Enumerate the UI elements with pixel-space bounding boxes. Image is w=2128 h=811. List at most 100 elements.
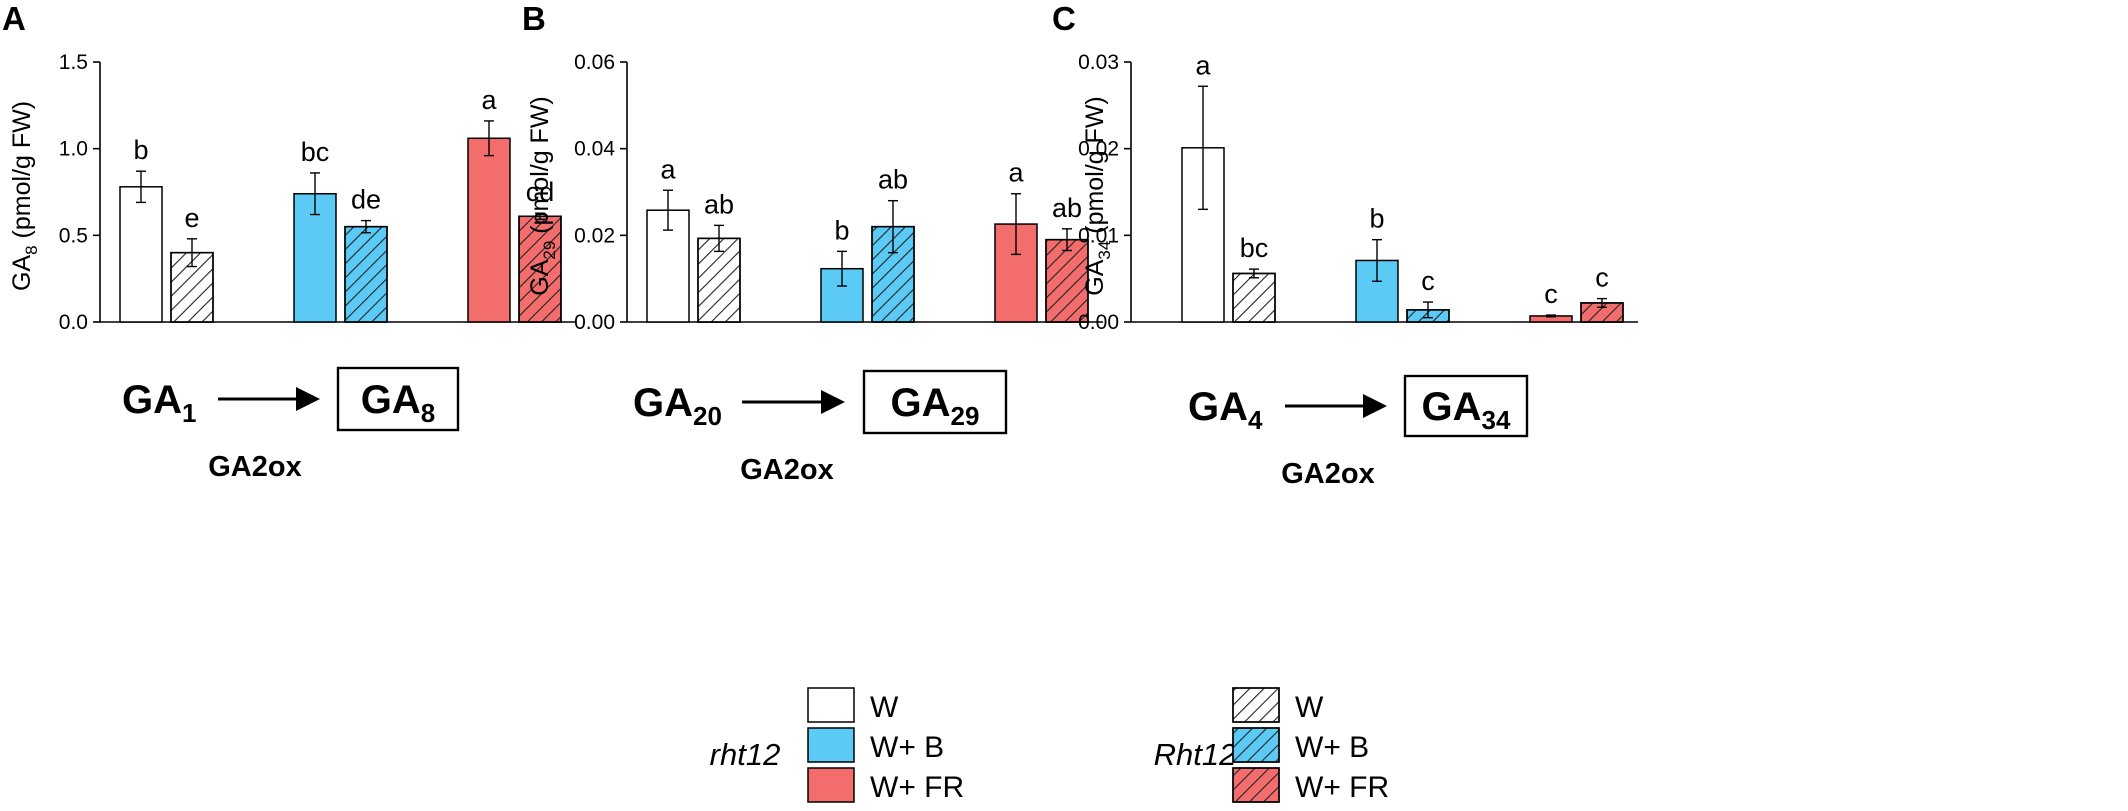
y-tick-label: 0.02: [1078, 138, 1119, 161]
pathway-substrate: GA1: [122, 378, 196, 428]
significance-letter: c: [1595, 263, 1609, 293]
significance-letter: a: [481, 85, 497, 115]
legend-swatch-hatch: [1232, 687, 1280, 723]
y-axis-label-unit: (pmol/g FW): [8, 101, 36, 245]
pathway-substrate-sub: 20: [693, 401, 722, 431]
bar-rht12-WFR: [467, 137, 511, 323]
panel-label: A: [2, 0, 26, 37]
y-axis-label-sub: 29: [540, 241, 559, 260]
pathway-product-box: [1403, 374, 1529, 438]
pathway-substrate-main: GA: [122, 378, 182, 422]
bar-hatch: [344, 225, 388, 323]
pathway-product-sub: 34: [1482, 405, 1511, 435]
significance-letter: de: [351, 185, 381, 215]
significance-letter: bc: [301, 137, 330, 167]
y-axis-label-sub: 8: [22, 245, 41, 254]
significance-letter: ab: [704, 189, 734, 219]
pathway-arrow-head: [821, 390, 845, 414]
significance-letter: c: [1421, 266, 1435, 296]
legend-swatch-hatch: [1232, 767, 1280, 803]
pathway-product-main: GA: [891, 381, 951, 425]
legend-group-Rht12: Rht12 W W+ B W+ FR: [1154, 687, 1389, 804]
y-tick-label: 0.0: [59, 311, 88, 334]
y-tick-label: 0.03: [1078, 51, 1119, 74]
panel-label: B: [522, 0, 546, 37]
y-tick-label: 0.5: [59, 224, 88, 247]
y-axis-label: GA34 (pmol/g FW): [1081, 96, 1114, 296]
bar-hatch: [518, 215, 562, 323]
y-axis-label-main: GA: [526, 259, 554, 295]
legend-genotype-label: Rht12: [1154, 737, 1237, 772]
legend-entry-label: W+ FR: [1295, 771, 1389, 804]
pathway-arrow-head: [1363, 394, 1387, 418]
y-axis-label-sub: 34: [1095, 241, 1114, 260]
pathway-product: GA34: [1422, 385, 1511, 435]
significance-letter: bc: [1240, 233, 1269, 263]
significance-letter: c: [1544, 279, 1558, 309]
legend-swatch-hatch: [1232, 727, 1280, 763]
significance-letter: cd: [526, 177, 555, 207]
bar-hatch: [1045, 238, 1089, 323]
significance-letter: ab: [878, 165, 908, 195]
pathway-substrate-main: GA: [633, 381, 693, 425]
legend-swatch: [807, 727, 855, 763]
legend-swatch: [807, 767, 855, 803]
y-axis-label: GA29 (pmol/g FW): [526, 96, 559, 296]
legend-entry-label: W: [870, 691, 899, 724]
significance-letter: b: [1369, 204, 1384, 234]
legend: rht12 W W+ B W+ FR Rht12 W W+ B W+ FR: [710, 687, 1389, 804]
legend-genotype-label: rht12: [710, 737, 781, 772]
significance-letter: e: [184, 203, 199, 233]
pathway-product-sub: 8: [421, 398, 435, 428]
y-tick-label: 0.01: [1078, 224, 1119, 247]
y-tick-label: 0.02: [574, 224, 615, 247]
y-axis-label-unit: (pmol/g FW): [1081, 96, 1109, 240]
significance-letter: b: [133, 135, 148, 165]
pathway-substrate-main: GA: [1188, 385, 1248, 429]
significance-letter: a: [660, 154, 676, 184]
legend-entry-label: W: [1295, 691, 1324, 724]
pathway-product: GA29: [891, 381, 980, 431]
pathway-enzyme: GA2ox: [1281, 458, 1374, 490]
pathway-product-main: GA: [361, 378, 421, 422]
legend-swatch: [807, 687, 855, 723]
pathway-substrate: GA4: [1188, 385, 1263, 435]
legend-entry-label: W+ FR: [870, 771, 964, 804]
panel-label: C: [1052, 0, 1076, 37]
pathway-product-sub: 29: [951, 401, 980, 431]
y-axis-label-main: GA: [8, 255, 36, 291]
y-tick-label: 0.06: [574, 51, 615, 74]
significance-letter: b: [834, 215, 849, 245]
y-axis-label-unit: (pmol/g FW): [526, 96, 554, 240]
bar-rht12-W: [119, 186, 163, 323]
legend-entry-label: W+ B: [870, 731, 944, 764]
pathway-substrate-sub: 4: [1248, 405, 1263, 435]
y-axis-label: GA8 (pmol/g FW): [8, 101, 41, 291]
significance-letter: a: [1008, 158, 1024, 188]
pathway-product-main: GA: [1422, 385, 1482, 429]
pathway-substrate: GA20: [633, 381, 722, 431]
y-tick-label: 0.04: [574, 138, 615, 161]
legend-entry-label: W+ B: [1295, 731, 1369, 764]
pathway-product-box: [336, 366, 460, 432]
pathway-enzyme: GA2ox: [740, 454, 833, 486]
y-tick-label: 1.5: [59, 51, 88, 74]
y-axis-label-main: GA: [1081, 259, 1109, 295]
pathway-arrow-head: [296, 387, 320, 411]
significance-letter: ab: [1052, 193, 1082, 223]
y-tick-label: 0.00: [574, 311, 615, 334]
y-tick-label: 0.00: [1078, 311, 1119, 334]
pathway-enzyme: GA2ox: [208, 451, 301, 483]
bar-hatch: [1232, 272, 1276, 323]
significance-letter: a: [1195, 50, 1211, 80]
pathway-product-box: [862, 369, 1008, 435]
pathway-substrate-sub: 1: [182, 398, 196, 428]
